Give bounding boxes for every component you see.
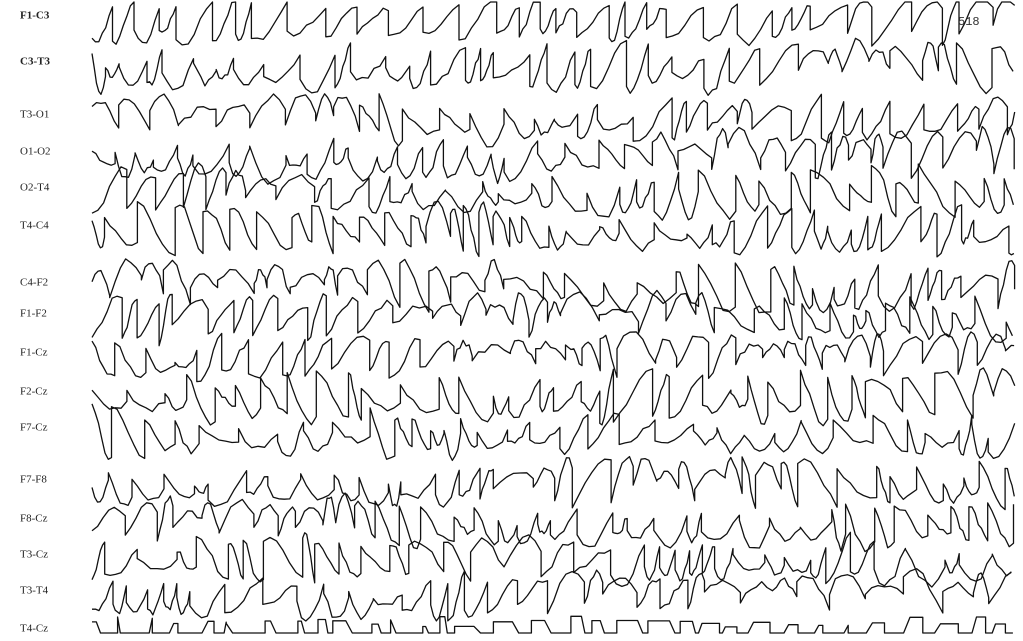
channel-label: F8-Cz — [20, 513, 48, 525]
channel-label: T3-Cz — [20, 549, 48, 561]
channel-label: T3-T4 — [20, 585, 49, 597]
channel-label: O1-O2 — [20, 146, 51, 158]
channel-label: F1-Cz — [20, 347, 48, 359]
channel-label: T3-O1 — [20, 109, 49, 121]
page-number: 518 — [958, 15, 980, 29]
channel-label: C4-F2 — [20, 277, 48, 289]
channel-label: F1-F2 — [20, 308, 47, 320]
channel-label: F2-Cz — [20, 386, 48, 398]
channel-label: C3-T3 — [20, 56, 50, 68]
channel-label: T4-Cz — [20, 623, 48, 635]
eeg-recording: F1-C3 C3-T3 T3-O1 O1-O2 O2-T4 T4-C4 C4-F… — [0, 0, 1023, 641]
channel-label: F1-C3 — [20, 10, 50, 22]
channel-label: T4-C4 — [20, 220, 49, 232]
channel-label: O2-T4 — [20, 182, 50, 194]
channel-label: F7-F8 — [20, 474, 47, 486]
channel-label: F7-Cz — [20, 422, 48, 434]
